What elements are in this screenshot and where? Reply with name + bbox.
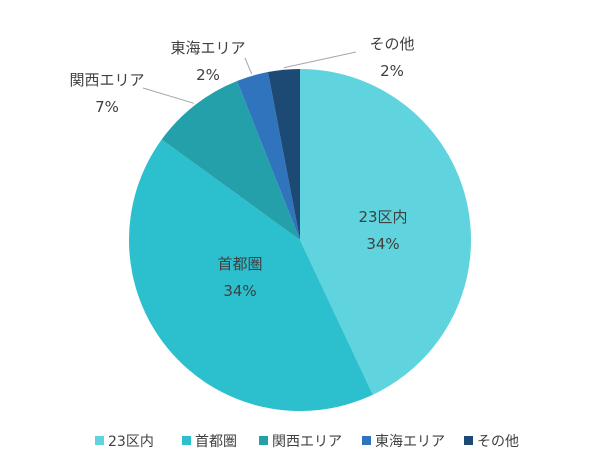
legend-item-その他: その他 (464, 434, 519, 450)
legend-swatch (464, 436, 473, 445)
data-label-name: 東海エリア (170, 39, 245, 57)
legend-item-23区内: 23区内 (95, 434, 154, 450)
leader-line-関西エリア (142, 87, 195, 104)
data-label-首都圏: 首都圏 34% (217, 255, 262, 300)
data-label-関西エリア: 関西エリア 7% (69, 71, 144, 116)
pie-slice-23区内 (300, 69, 472, 395)
legend-item-東海エリア: 東海エリア (362, 434, 445, 450)
legend-label: 東海エリア (375, 434, 445, 450)
data-label-23区内: 23区内 34% (358, 208, 407, 253)
leader-line-東海エリア (244, 57, 253, 75)
legend-label: 23区内 (108, 434, 154, 450)
pie-slices (128, 69, 472, 412)
legend: 23区内 首都圏 関西エリア 東海エリア その他 (95, 434, 519, 450)
pie-slice-その他 (267, 69, 300, 240)
data-label-name: 関西エリア (69, 71, 144, 89)
data-label-その他: その他 2% (369, 35, 414, 80)
legend-item-関西エリア: 関西エリア (259, 434, 342, 450)
data-label-name: 23区内 (358, 208, 407, 226)
legend-label: 関西エリア (272, 434, 342, 450)
legend-swatch (95, 436, 104, 445)
pie-slice-首都圏 (128, 139, 373, 412)
pie-slice-東海エリア (237, 72, 300, 240)
data-label-name: その他 (369, 35, 414, 53)
legend-item-首都圏: 首都圏 (182, 434, 237, 450)
legend-swatch (182, 436, 191, 445)
data-label-value: 34% (366, 235, 399, 253)
data-label-value: 7% (95, 98, 119, 116)
data-label-value: 2% (196, 66, 220, 84)
data-label-name: 首都圏 (217, 255, 262, 273)
legend-swatch (259, 436, 268, 445)
legend-label: その他 (477, 434, 519, 450)
leader-lines (142, 51, 357, 104)
data-label-東海エリア: 東海エリア 2% (170, 39, 245, 84)
legend-swatch (362, 436, 371, 445)
leader-line-その他 (283, 51, 357, 69)
data-label-value: 34% (223, 282, 256, 300)
data-label-value: 2% (380, 62, 404, 80)
legend-label: 首都圏 (195, 434, 237, 450)
pie-slice-関西エリア (161, 81, 300, 240)
